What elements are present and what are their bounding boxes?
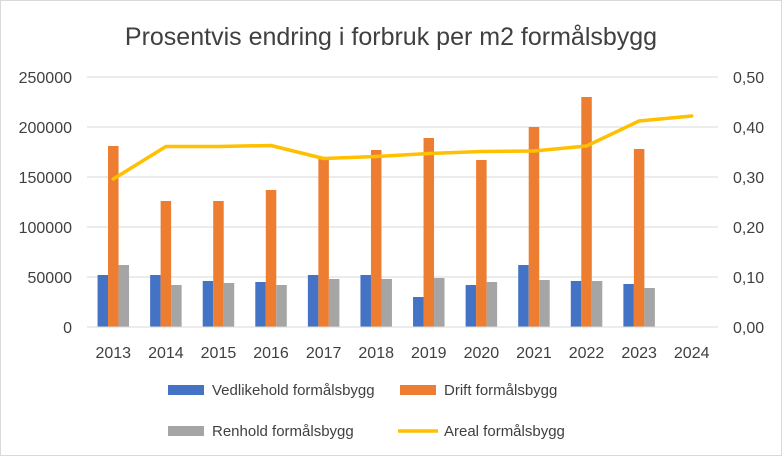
bar-drift-2019 bbox=[423, 138, 435, 327]
y-right-tick-label: 0,10 bbox=[733, 270, 764, 287]
x-tick-label: 2015 bbox=[201, 345, 237, 362]
bar-vedlikehold-2020 bbox=[465, 285, 477, 327]
bar-vedlikehold-2019 bbox=[413, 297, 424, 327]
y-right-tick-label: 0,40 bbox=[733, 120, 764, 137]
bar-drift-2015 bbox=[213, 201, 224, 327]
bars bbox=[97, 97, 655, 327]
bar-renhold-2023 bbox=[644, 288, 655, 327]
bar-drift-2020 bbox=[476, 160, 487, 327]
bar-drift-2017 bbox=[318, 159, 329, 327]
bar-vedlikehold-2014 bbox=[150, 275, 161, 327]
axes: 0 50000 100000 150000 200000 250000 0,00 0,10 0,… bbox=[19, 70, 765, 362]
bar-drift-2013 bbox=[108, 146, 119, 327]
legend-swatch bbox=[168, 426, 204, 436]
legend-label: Drift formålsbygg bbox=[444, 382, 557, 399]
y-left-tick-label: 250000 bbox=[19, 70, 72, 87]
bar-drift-2022 bbox=[581, 97, 592, 327]
bar-drift-2023 bbox=[633, 149, 645, 327]
legend: Vedlikehold formålsbygg Drift formålsbygg… bbox=[168, 382, 565, 440]
bar-vedlikehold-2018 bbox=[360, 275, 371, 327]
legend-label: Vedlikehold formålsbygg bbox=[212, 382, 375, 399]
bar-renhold-2017 bbox=[328, 279, 340, 327]
bar-renhold-2020 bbox=[486, 282, 498, 327]
y-right-tick-label: 0,20 bbox=[733, 220, 764, 237]
legend-swatch bbox=[400, 385, 436, 395]
y-right-tick-label: 0,30 bbox=[733, 170, 764, 187]
bar-vedlikehold-2022 bbox=[570, 281, 582, 327]
bar-renhold-2014 bbox=[171, 285, 182, 327]
bar-drift-2014 bbox=[160, 201, 172, 327]
bar-drift-2016 bbox=[265, 190, 277, 327]
bar-renhold-2013 bbox=[118, 265, 130, 327]
bar-vedlikehold-2021 bbox=[518, 265, 529, 327]
bar-renhold-2016 bbox=[276, 285, 287, 327]
bar-renhold-2022 bbox=[591, 281, 603, 327]
bar-vedlikehold-2017 bbox=[307, 275, 319, 327]
y-left-tick-label: 50000 bbox=[28, 270, 73, 287]
chart-title: Prosentvis endring i forbruk per m2 form… bbox=[125, 23, 657, 51]
bar-drift-2021 bbox=[528, 127, 540, 327]
bar-vedlikehold-2016 bbox=[255, 282, 266, 327]
y-left-tick-label: 100000 bbox=[19, 220, 72, 237]
bar-vedlikehold-2015 bbox=[202, 281, 214, 327]
y-right-tick-label: 0,50 bbox=[733, 70, 764, 87]
bar-renhold-2015 bbox=[223, 283, 235, 327]
x-tick-label: 2017 bbox=[306, 345, 342, 362]
line-areal bbox=[111, 114, 694, 181]
y-right-tick-label: 0,00 bbox=[733, 320, 764, 337]
bar-renhold-2021 bbox=[539, 280, 550, 327]
y-left-tick-label: 0 bbox=[63, 320, 72, 337]
x-tick-label: 2013 bbox=[95, 345, 131, 362]
y-left-tick-label: 200000 bbox=[19, 120, 72, 137]
bar-vedlikehold-2023 bbox=[623, 284, 634, 327]
x-tick-label: 2022 bbox=[569, 345, 605, 362]
bar-drift-2018 bbox=[370, 150, 382, 327]
x-tick-label: 2014 bbox=[148, 345, 184, 362]
line-series bbox=[111, 114, 694, 181]
x-tick-label: 2023 bbox=[621, 345, 657, 362]
x-tick-label: 2019 bbox=[411, 345, 447, 362]
bar-vedlikehold-2013 bbox=[97, 275, 109, 327]
gridlines bbox=[87, 76, 718, 278]
bar-renhold-2019 bbox=[434, 278, 445, 327]
x-tick-label: 2024 bbox=[674, 345, 710, 362]
x-tick-label: 2016 bbox=[253, 345, 289, 362]
legend-swatch bbox=[168, 385, 204, 395]
legend-label: Areal formålsbygg bbox=[444, 423, 565, 440]
x-tick-label: 2021 bbox=[516, 345, 552, 362]
x-tick-label: 2020 bbox=[464, 345, 500, 362]
legend-label: Renhold formålsbygg bbox=[212, 423, 354, 440]
y-left-tick-label: 150000 bbox=[19, 170, 72, 187]
bar-renhold-2018 bbox=[381, 279, 392, 327]
x-tick-label: 2018 bbox=[358, 345, 394, 362]
